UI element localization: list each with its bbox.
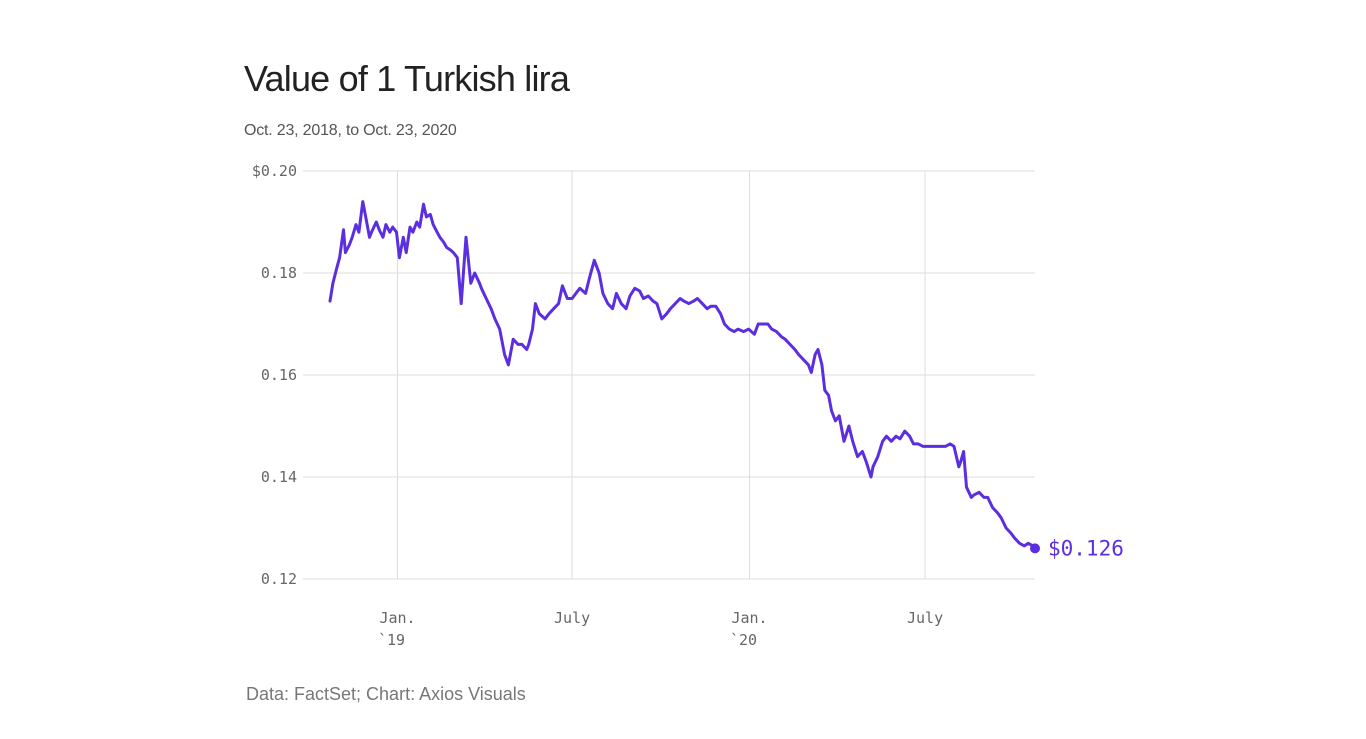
chart-subtitle: Oct. 23, 2018, to Oct. 23, 2020 <box>244 122 457 139</box>
series-line <box>328 200 1037 550</box>
y-tick-label: 0.16 <box>261 366 297 384</box>
y-tick-label: 0.14 <box>261 468 297 486</box>
x-tick-label: July <box>554 609 590 627</box>
x-tick-label: Jan. <box>379 609 415 627</box>
y-tick-label: 0.18 <box>261 264 297 282</box>
chart-title: Value of 1 Turkish lira <box>244 58 570 99</box>
x-axis-ticks: Jan. `19 July Jan. `20 July <box>378 609 943 649</box>
x-tick-label: Jan. <box>731 609 767 627</box>
y-gridlines <box>303 170 1035 580</box>
x-tick-label: July <box>907 609 943 627</box>
y-tick-label: 0.12 <box>261 570 297 588</box>
x-tick-sublabel: `19 <box>378 631 405 649</box>
end-point-marker <box>1030 543 1040 554</box>
source-note: Data: FactSet; Chart: Axios Visuals <box>246 684 526 704</box>
end-value-label: $0.126 <box>1048 536 1124 560</box>
x-tick-sublabel: `20 <box>730 631 757 649</box>
y-axis-ticks: $0.20 0.18 0.16 0.14 0.12 <box>252 162 297 588</box>
y-tick-label: $0.20 <box>252 162 297 180</box>
